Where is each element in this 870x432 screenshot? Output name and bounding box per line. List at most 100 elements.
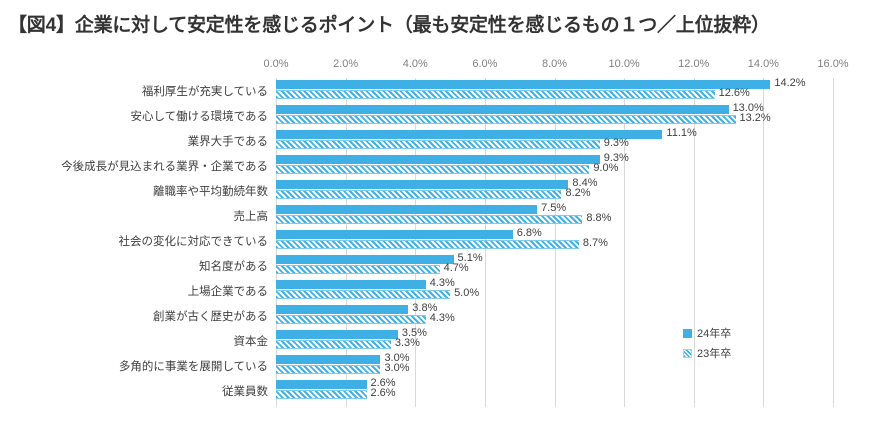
- bar-group: 8.4% 8.2%: [276, 177, 870, 203]
- bar-24年卒: [276, 305, 409, 314]
- bar-23年卒: [276, 240, 579, 249]
- category-label: 安心して働ける環境である: [130, 110, 268, 123]
- gridline: [693, 78, 695, 407]
- legend-label: 24年卒: [697, 328, 732, 340]
- bar-value-label: 2.6%: [370, 377, 396, 389]
- bar-group: 11.1% 9.3%: [276, 127, 870, 153]
- legend-swatch-icon: [683, 348, 692, 358]
- bar-group: 13.0% 13.2%: [276, 102, 870, 128]
- bar-value-label: 9.0%: [593, 162, 619, 174]
- bar-value-label: 3.0%: [384, 352, 410, 364]
- x-axis-tick: 2.0%: [333, 58, 359, 70]
- x-axis-tick: 16.0%: [817, 58, 849, 70]
- bar-23年卒: [276, 390, 367, 399]
- x-axis-tick: 0.0%: [263, 58, 289, 70]
- bar-23年卒: [276, 165, 590, 174]
- category-label: 売上高: [233, 210, 269, 223]
- bar-24年卒: [276, 230, 513, 239]
- bar-value-label: 14.2%: [774, 77, 806, 89]
- bar-23年卒: [276, 140, 600, 149]
- bar-24年卒: [276, 80, 771, 89]
- bar-row: 知名度がある 5.1% 4.7%: [0, 252, 870, 278]
- plot-area: 0.0% 2.0% 4.0% 6.0% 8.0% 10.0% 12.0% 14.0% 16.0%…: [0, 58, 870, 432]
- bar-row: 業界大手である 11.1% 9.3%: [0, 127, 870, 153]
- bar-23年卒: [276, 265, 440, 274]
- page-title: 【図4】企業に対して安定性を感じるポイント（最も安定性を感じるもの１つ／上位抜粋…: [8, 15, 770, 36]
- bar-row: 離職率や平均勤続年数 8.4% 8.2%: [0, 177, 870, 203]
- category-label: 従業員数: [222, 385, 268, 398]
- x-axis-tick: 6.0%: [472, 58, 498, 70]
- bar-row: 売上高 7.5% 8.8%: [0, 202, 870, 228]
- bar-row: 安心して働ける環境である 13.0% 13.2%: [0, 102, 870, 128]
- legend-item[interactable]: 23年卒: [683, 343, 731, 363]
- category-label: 今後成長が見込まれる業界・企業である: [61, 160, 268, 173]
- category-label: 創業が古く歴史がある: [153, 310, 268, 323]
- bar-row: 創業が古く歴史がある 3.8% 4.3%: [0, 302, 870, 328]
- bar-value-label: 6.8%: [516, 227, 542, 239]
- category-label: 上場企業である: [187, 285, 268, 298]
- bar-group: 14.2% 12.6%: [276, 77, 870, 103]
- bar-24年卒: [276, 330, 398, 339]
- bar-value-label: 12.6%: [718, 87, 750, 99]
- bar-value-label: 4.3%: [429, 277, 455, 289]
- bar-value-label: 11.1%: [666, 127, 697, 139]
- x-axis-tick: 12.0%: [678, 58, 710, 70]
- bar-rows: 福利厚生が充実している 14.2% 12.6% 安心して働ける環境である 13.0% 13…: [0, 77, 870, 403]
- bar-value-label: 9.3%: [603, 137, 629, 149]
- bar-row: 上場企業である 4.3% 5.0%: [0, 277, 870, 303]
- bar-24年卒: [276, 130, 663, 139]
- bar-value-label: 9.3%: [603, 152, 629, 164]
- bar-24年卒: [276, 280, 426, 289]
- bar-23年卒: [276, 340, 391, 349]
- x-axis-tick: 14.0%: [747, 58, 779, 70]
- bar-24年卒: [276, 355, 381, 364]
- bar-value-label: 3.3%: [394, 337, 420, 349]
- bar-value-label: 2.6%: [370, 387, 396, 399]
- bar-24年卒: [276, 255, 454, 264]
- x-axis-tick: 8.0%: [541, 58, 568, 70]
- bar-value-label: 5.1%: [457, 252, 483, 264]
- x-axis-tick: 10.0%: [608, 58, 640, 70]
- bar-24年卒: [276, 205, 538, 214]
- bar-24年卒: [276, 180, 569, 189]
- bar-value-label: 3.5%: [401, 327, 427, 339]
- bar-value-label: 8.7%: [582, 237, 608, 249]
- bar-group: 7.5% 8.8%: [276, 202, 870, 228]
- bar-23年卒: [276, 290, 451, 299]
- bar-group: 5.1% 4.7%: [276, 252, 870, 278]
- bar-group: 3.0% 3.0%: [276, 352, 870, 378]
- bar-24年卒: [276, 155, 600, 164]
- category-label: 知名度がある: [199, 260, 268, 273]
- category-label: 社会の変化に対応できている: [118, 235, 269, 248]
- bar-23年卒: [276, 365, 381, 374]
- bar-group: 9.3% 9.0%: [276, 152, 870, 178]
- bar-23年卒: [276, 190, 562, 199]
- category-label: 資本金: [233, 335, 269, 348]
- gridline: [763, 78, 765, 407]
- bar-23年卒: [276, 90, 715, 99]
- x-axis-tick: 4.0%: [402, 58, 428, 70]
- bar-group: 6.8% 8.7%: [276, 227, 870, 253]
- bar-value-label: 13.2%: [739, 112, 771, 124]
- bar-row: 福利厚生が充実している 14.2% 12.6%: [0, 77, 870, 103]
- bar-row: 今後成長が見込まれる業界・企業である 9.3% 9.0%: [0, 152, 870, 178]
- legend-item[interactable]: 24年卒: [683, 323, 731, 343]
- bar-group: 3.8% 4.3%: [276, 302, 870, 328]
- legend-swatch-icon: [683, 328, 692, 338]
- bar-24年卒: [276, 380, 367, 389]
- bar-group: 3.5% 3.3%: [276, 327, 870, 353]
- gridline: [833, 78, 834, 407]
- bar-row: 社会の変化に対応できている 6.8% 8.7%: [0, 227, 870, 253]
- bar-value-label: 8.8%: [586, 212, 612, 224]
- bar-row: 従業員数 2.6% 2.6%: [0, 377, 870, 403]
- bar-value-label: 8.4%: [572, 177, 598, 189]
- bar-value-label: 5.0%: [454, 287, 480, 299]
- bar-value-label: 8.2%: [565, 187, 591, 199]
- bar-value-label: 4.7%: [443, 262, 469, 274]
- bar-value-label: 3.8%: [412, 302, 438, 314]
- bar-value-label: 4.3%: [429, 312, 455, 324]
- legend: 24年卒 23年卒: [683, 323, 731, 363]
- bar-value-label: 7.5%: [541, 202, 567, 214]
- gridline: [624, 78, 626, 407]
- bar-23年卒: [276, 315, 426, 324]
